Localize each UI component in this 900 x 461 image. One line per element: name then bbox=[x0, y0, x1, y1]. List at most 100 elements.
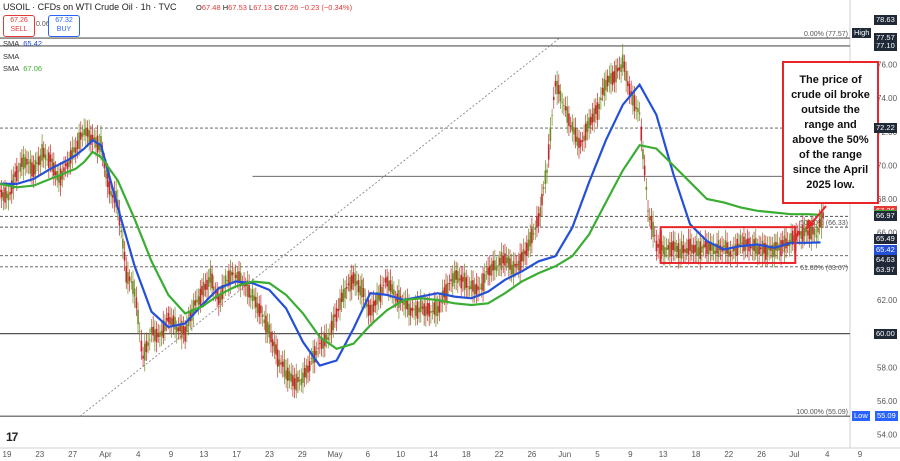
candle-body bbox=[253, 295, 255, 301]
candle-body bbox=[756, 246, 759, 256]
candle-body bbox=[17, 171, 20, 173]
arrow-head bbox=[806, 219, 815, 230]
candle-body bbox=[128, 276, 131, 281]
indicator-sma-2[interactable]: SMA bbox=[3, 52, 20, 61]
indicator-sma-3[interactable]: SMA 67.06 bbox=[3, 64, 43, 73]
candle-body bbox=[578, 138, 580, 148]
candle-body bbox=[297, 376, 299, 383]
x-tick-label: 4 bbox=[825, 450, 830, 459]
candle-body bbox=[600, 97, 602, 101]
candle-body bbox=[468, 286, 471, 290]
candle-body bbox=[647, 210, 649, 212]
candle-body bbox=[453, 271, 456, 283]
candle-body bbox=[369, 305, 372, 315]
candle-body bbox=[450, 279, 452, 282]
candle-body bbox=[111, 195, 114, 198]
high-value: 67.53 bbox=[228, 3, 247, 12]
candle-body bbox=[345, 286, 348, 289]
candle-body bbox=[812, 226, 814, 235]
candle-body bbox=[606, 75, 609, 87]
x-tick-label: 26 bbox=[757, 450, 766, 459]
candle-body bbox=[465, 277, 468, 288]
candle-body bbox=[330, 320, 333, 335]
indicator-sma-1[interactable]: SMA 65.42 bbox=[3, 39, 43, 48]
chart-header: USOIL · CFDs on WTI Crude Oil · 1h · TVC… bbox=[0, 0, 850, 14]
x-tick-label: 23 bbox=[35, 450, 44, 459]
close-value: 67.26 bbox=[279, 3, 299, 12]
candle-body bbox=[5, 191, 8, 199]
price-tag: 63.97 bbox=[874, 264, 897, 275]
candle-body bbox=[204, 284, 207, 290]
candle-body bbox=[106, 173, 109, 187]
candle-body bbox=[731, 250, 733, 252]
candle-body bbox=[596, 102, 599, 120]
candle-body bbox=[633, 95, 636, 112]
candle-body bbox=[583, 135, 585, 142]
candle-body bbox=[457, 271, 459, 283]
candle-body bbox=[547, 144, 550, 160]
candle-body bbox=[12, 174, 15, 190]
candle-body bbox=[359, 285, 361, 296]
candle-body bbox=[418, 307, 420, 313]
candle-body bbox=[251, 289, 254, 302]
candle-body bbox=[68, 159, 70, 167]
candle-body bbox=[728, 248, 730, 257]
candle-body bbox=[507, 256, 510, 268]
sma-slow-line bbox=[0, 143, 821, 351]
candle-body bbox=[159, 332, 161, 337]
candle-body bbox=[414, 305, 417, 317]
candle-body bbox=[255, 296, 257, 308]
buy-button[interactable]: 67.32 BUY bbox=[48, 15, 80, 37]
candle-body bbox=[308, 360, 311, 371]
candle-body bbox=[322, 339, 324, 349]
candle-body bbox=[192, 300, 195, 316]
candle-body bbox=[206, 279, 208, 290]
candle-body bbox=[152, 326, 154, 336]
candle-body bbox=[416, 301, 419, 319]
candle-body bbox=[66, 162, 69, 169]
candle-body bbox=[63, 167, 65, 172]
candle-body bbox=[679, 248, 681, 258]
sell-button[interactable]: 67.26 SELL bbox=[3, 15, 35, 37]
candle-body bbox=[674, 242, 676, 252]
candle-body bbox=[421, 306, 424, 309]
candle-body bbox=[361, 279, 363, 298]
candle-body bbox=[147, 342, 149, 346]
candle-body bbox=[285, 370, 287, 380]
candle-body bbox=[125, 266, 128, 283]
candle-body bbox=[162, 320, 165, 338]
candle-body bbox=[216, 289, 218, 300]
candle-body bbox=[798, 230, 801, 235]
candle-body bbox=[207, 277, 210, 287]
candle-body bbox=[51, 158, 53, 172]
candle-body bbox=[620, 64, 622, 73]
candle-body bbox=[443, 287, 446, 298]
candle-body bbox=[165, 318, 168, 321]
candle-body bbox=[179, 324, 181, 332]
candle-body bbox=[608, 75, 611, 83]
candle-body bbox=[327, 337, 330, 341]
candle-body bbox=[71, 147, 74, 160]
y-tick-label: 76.00 bbox=[877, 60, 898, 69]
candle-body bbox=[539, 207, 542, 217]
candle-body bbox=[680, 241, 683, 259]
candle-body bbox=[436, 306, 439, 316]
candle-body bbox=[362, 288, 365, 298]
candle-body bbox=[388, 280, 390, 291]
candle-body bbox=[21, 157, 23, 167]
candle-body bbox=[802, 224, 804, 242]
candle-body bbox=[717, 239, 720, 258]
candle-body bbox=[160, 330, 163, 336]
candle-body bbox=[808, 226, 811, 239]
candle-body bbox=[26, 158, 28, 165]
candle-body bbox=[186, 324, 188, 332]
candle-body bbox=[31, 162, 33, 177]
candle-body bbox=[244, 283, 247, 286]
candle-body bbox=[32, 164, 35, 177]
candle-body bbox=[164, 321, 166, 331]
symbol-title[interactable]: USOIL · CFDs on WTI Crude Oil · 1h · TVC bbox=[3, 2, 177, 12]
candle-body bbox=[295, 373, 298, 391]
candle-body bbox=[541, 193, 543, 206]
candle-body bbox=[435, 299, 437, 316]
